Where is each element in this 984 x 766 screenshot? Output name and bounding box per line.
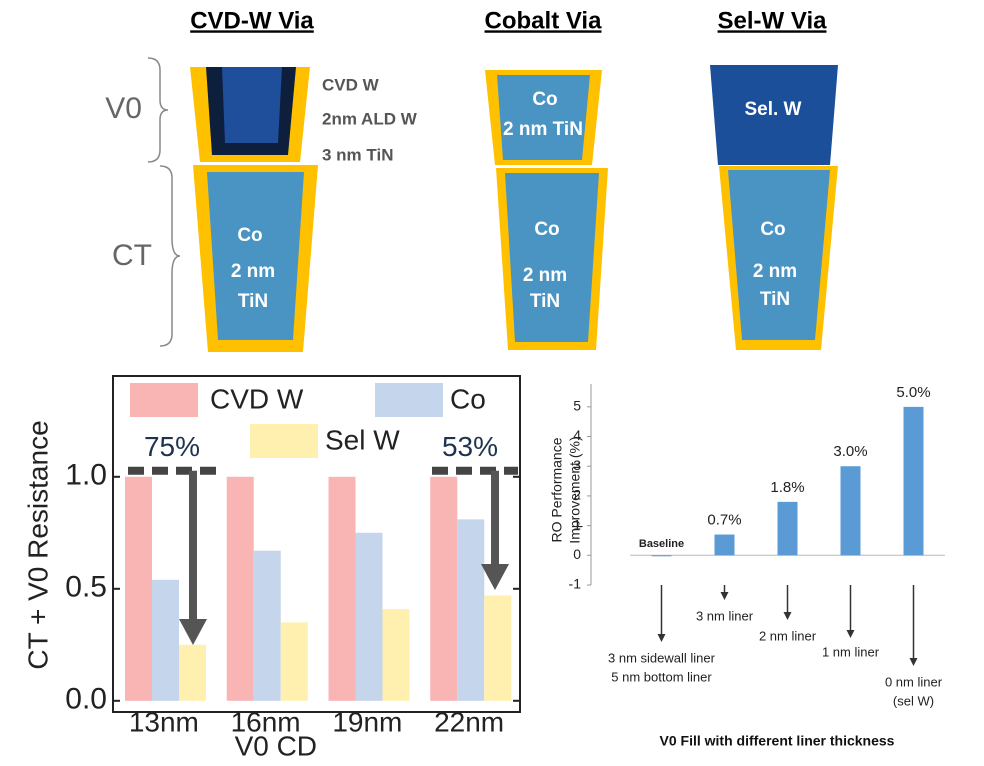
diagram: CVD-W Via Cobalt Via Sel-W Via V0 CT CVD… [105,7,838,352]
bar [152,579,179,701]
material-label: Co [534,219,559,240]
bar [651,555,672,557]
y-tick-label: 3 [573,457,581,473]
y-axis-label: CT + V0 Resistance [22,420,53,669]
legend-label: Co [450,383,486,414]
x-axis-label: V0 CD [235,730,317,761]
bar [253,550,281,701]
annotation-arrowhead [481,564,509,590]
plot-frame [112,375,521,713]
legend-swatch [250,424,318,458]
layer-label: V0 [105,92,142,125]
y-tick-label: 0 [573,546,581,562]
material-label: Co [237,225,262,246]
category-arrowhead [720,592,729,600]
bar [226,476,254,701]
via-title: Sel-W Via [718,7,828,34]
bar [280,622,308,701]
bar [457,519,485,701]
value-label: 3.0% [833,443,867,460]
legend-label: Sel W [325,424,400,455]
material-label: 3 nm TiN [322,145,393,164]
bar [777,501,798,556]
annotation-arrowhead [179,619,207,645]
material-label: CVD W [322,75,380,94]
y-tick-label: -1 [569,576,582,592]
category-arrowhead [657,634,666,642]
x-tick-label: 1 nm liner [822,644,880,659]
material-label: Co [760,219,785,240]
x-tick-label: 22nm [434,706,504,737]
sel-w [710,65,838,165]
value-label: 0.7% [707,511,741,528]
y-tick-label: 2 [573,487,581,503]
annotation: 75% [144,431,200,462]
material-label: TiN [238,291,268,312]
cobalt [505,173,599,342]
category-arrowhead [846,630,855,638]
material-label: TiN [760,289,790,310]
material-label: 2nm ALD W [322,109,418,128]
material-label: TiN [530,291,560,312]
x-tick-label: 3 nm sidewall liner [608,650,716,665]
cobalt [207,172,304,340]
bar [328,476,356,701]
x-tick-label: 5 nm bottom liner [611,669,712,684]
bar [125,476,152,701]
material-label: Sel. W [744,99,801,120]
legend-swatch [375,383,443,417]
category-arrowhead [783,612,792,620]
x-tick-label: 0 nm liner [885,674,943,689]
y-tick-label: 5 [573,398,581,414]
category-arrowhead [909,658,918,666]
brace [159,165,181,347]
x-tick-label: 2 nm liner [759,628,817,643]
y-tick-label: 4 [573,427,581,443]
material-label: 2 nm TiN [503,119,583,140]
cobalt [497,75,590,160]
x-tick-label: 13nm [129,706,199,737]
annotation: 53% [442,431,498,462]
y-tick-label: 0.0 [65,683,107,716]
material-label: 2 nm [231,261,275,282]
value-label: 1.8% [770,479,804,496]
material-label: Co [532,89,557,110]
legend-swatch [130,383,198,417]
via-title: CVD-W Via [190,7,314,34]
brace [147,57,169,163]
value-label: Baseline [639,538,684,550]
chart-title: V0 Fill with different liner thickness [660,733,895,749]
via-title: Cobalt Via [485,7,603,34]
layer-label: CT [112,239,152,272]
bar [382,608,410,701]
value-label: 5.0% [896,384,930,401]
bar [903,406,924,556]
legend-label: CVD W [210,383,304,414]
y-tick-label: 1.0 [65,459,107,492]
bar [714,534,735,556]
x-tick-label: 19nm [332,706,402,737]
y-tick-label: 0.5 [65,571,107,604]
x-tick-label: 3 nm liner [696,608,754,623]
x-tick-label: (sel W) [893,693,934,708]
cvd-w [222,67,282,143]
bar [484,595,512,701]
bar [179,644,206,701]
bar [355,532,383,701]
bar [840,466,861,556]
y-axis-label: RO Performance [549,437,565,542]
y-tick-label: 1 [573,516,581,532]
material-label: 2 nm [523,265,567,286]
charts: 0.0 0.5 1.0 13nm 16nm 19nm 22nm V0 CD CT + V0 Re… [22,375,945,761]
bar [430,476,458,701]
y-axis-label: Improvement (%) [567,436,583,543]
x-tick-label: 16nm [231,706,301,737]
material-label: 2 nm [753,261,797,282]
cobalt [728,170,830,340]
